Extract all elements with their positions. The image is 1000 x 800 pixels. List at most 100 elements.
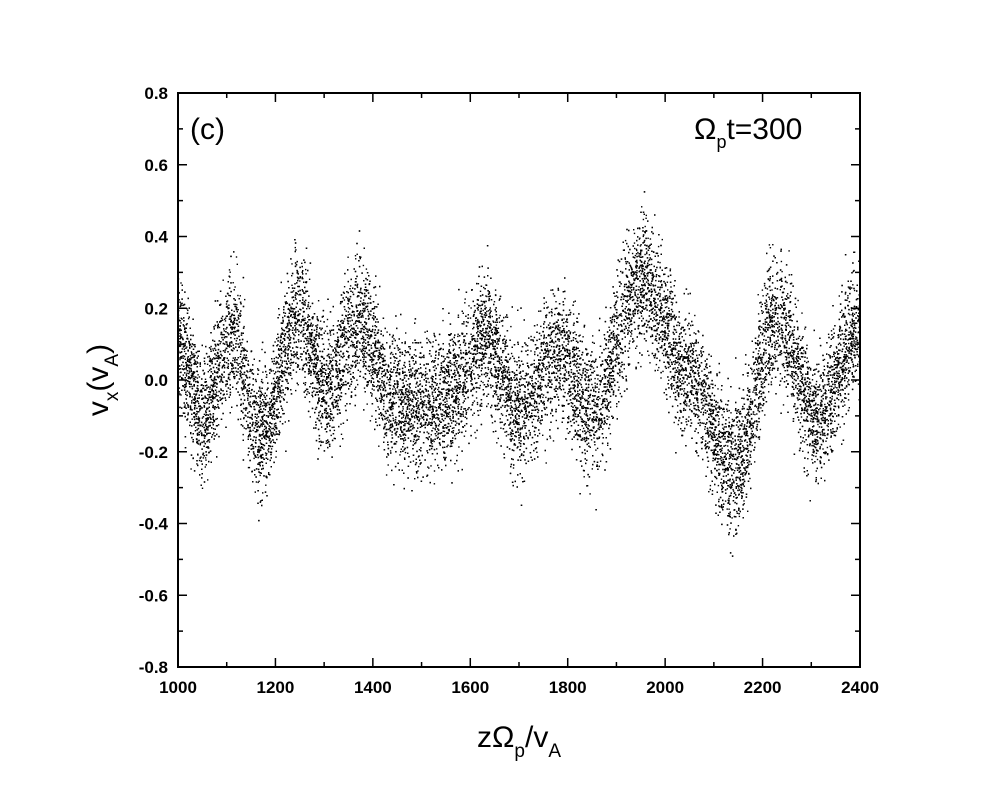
data-point [443, 382, 445, 384]
data-point [627, 356, 630, 358]
data-point [521, 399, 524, 402]
data-point [686, 353, 688, 355]
data-point [824, 434, 826, 437]
data-point [419, 380, 421, 382]
data-point [645, 281, 648, 283]
data-point [818, 363, 820, 365]
data-point [237, 316, 239, 319]
data-point [529, 375, 532, 378]
data-point [630, 335, 632, 337]
data-point [304, 302, 306, 304]
data-point [562, 329, 565, 332]
data-point [675, 399, 678, 401]
data-point [497, 437, 499, 440]
data-point [392, 388, 394, 390]
data-point [291, 377, 293, 380]
data-point [625, 260, 627, 263]
data-point [272, 418, 274, 420]
data-point [836, 428, 838, 430]
data-point [857, 383, 860, 385]
data-point [225, 328, 227, 330]
data-point [738, 515, 741, 518]
data-point [434, 428, 436, 430]
data-point [839, 327, 841, 330]
data-point [732, 488, 734, 491]
data-point [826, 418, 828, 421]
data-point [543, 407, 545, 409]
data-point [256, 429, 258, 432]
data-point [775, 322, 777, 324]
data-point [713, 434, 716, 437]
data-point [779, 289, 781, 291]
data-point [636, 270, 638, 272]
data-point [286, 323, 289, 325]
data-point [197, 374, 199, 376]
data-point [437, 388, 439, 391]
data-point [806, 344, 808, 346]
data-point [643, 272, 646, 274]
data-point [379, 378, 381, 380]
data-point [649, 238, 652, 240]
data-point [332, 407, 335, 409]
data-point [631, 252, 634, 255]
data-point [355, 360, 357, 362]
data-point [521, 377, 523, 379]
data-point [358, 295, 360, 297]
data-point [721, 447, 723, 449]
data-point [477, 318, 479, 321]
data-point [707, 392, 709, 394]
data-point [815, 368, 818, 370]
data-point [304, 382, 307, 384]
data-point [235, 340, 238, 342]
data-point [486, 383, 489, 386]
data-point [498, 321, 501, 323]
data-point [266, 430, 268, 432]
data-point [754, 461, 756, 463]
data-point [429, 370, 431, 372]
data-point [848, 331, 850, 333]
data-point [356, 355, 358, 358]
data-point [708, 491, 710, 493]
data-point [211, 361, 213, 363]
data-point [465, 411, 468, 414]
data-point [848, 338, 850, 341]
data-point [519, 402, 521, 405]
data-point [784, 352, 787, 354]
data-point [833, 374, 835, 376]
data-point [624, 289, 626, 291]
data-point [684, 333, 687, 335]
data-point [222, 365, 224, 367]
data-point [857, 346, 859, 348]
data-point [464, 383, 466, 385]
data-point [456, 454, 458, 457]
data-point [499, 314, 501, 317]
data-point [734, 444, 736, 446]
data-point [783, 351, 785, 354]
data-point [333, 437, 335, 440]
data-point [594, 444, 596, 446]
data-point [489, 335, 491, 337]
data-point [645, 265, 647, 268]
data-point [335, 355, 337, 357]
data-point [449, 345, 451, 347]
data-point [181, 364, 183, 366]
data-point [492, 320, 494, 322]
data-point [485, 330, 487, 332]
data-point [535, 447, 538, 449]
data-point [834, 413, 836, 415]
data-point [793, 357, 795, 359]
data-point [636, 296, 638, 298]
data-point [782, 341, 784, 344]
data-point [448, 393, 450, 396]
data-point [663, 318, 665, 320]
data-point [181, 348, 183, 350]
data-point [317, 345, 320, 348]
data-point [211, 380, 214, 382]
data-point [462, 402, 464, 404]
data-point [712, 452, 714, 454]
data-point [357, 383, 359, 386]
data-point [313, 390, 315, 392]
data-point [754, 434, 756, 436]
data-point [260, 500, 262, 502]
data-point [430, 465, 432, 467]
